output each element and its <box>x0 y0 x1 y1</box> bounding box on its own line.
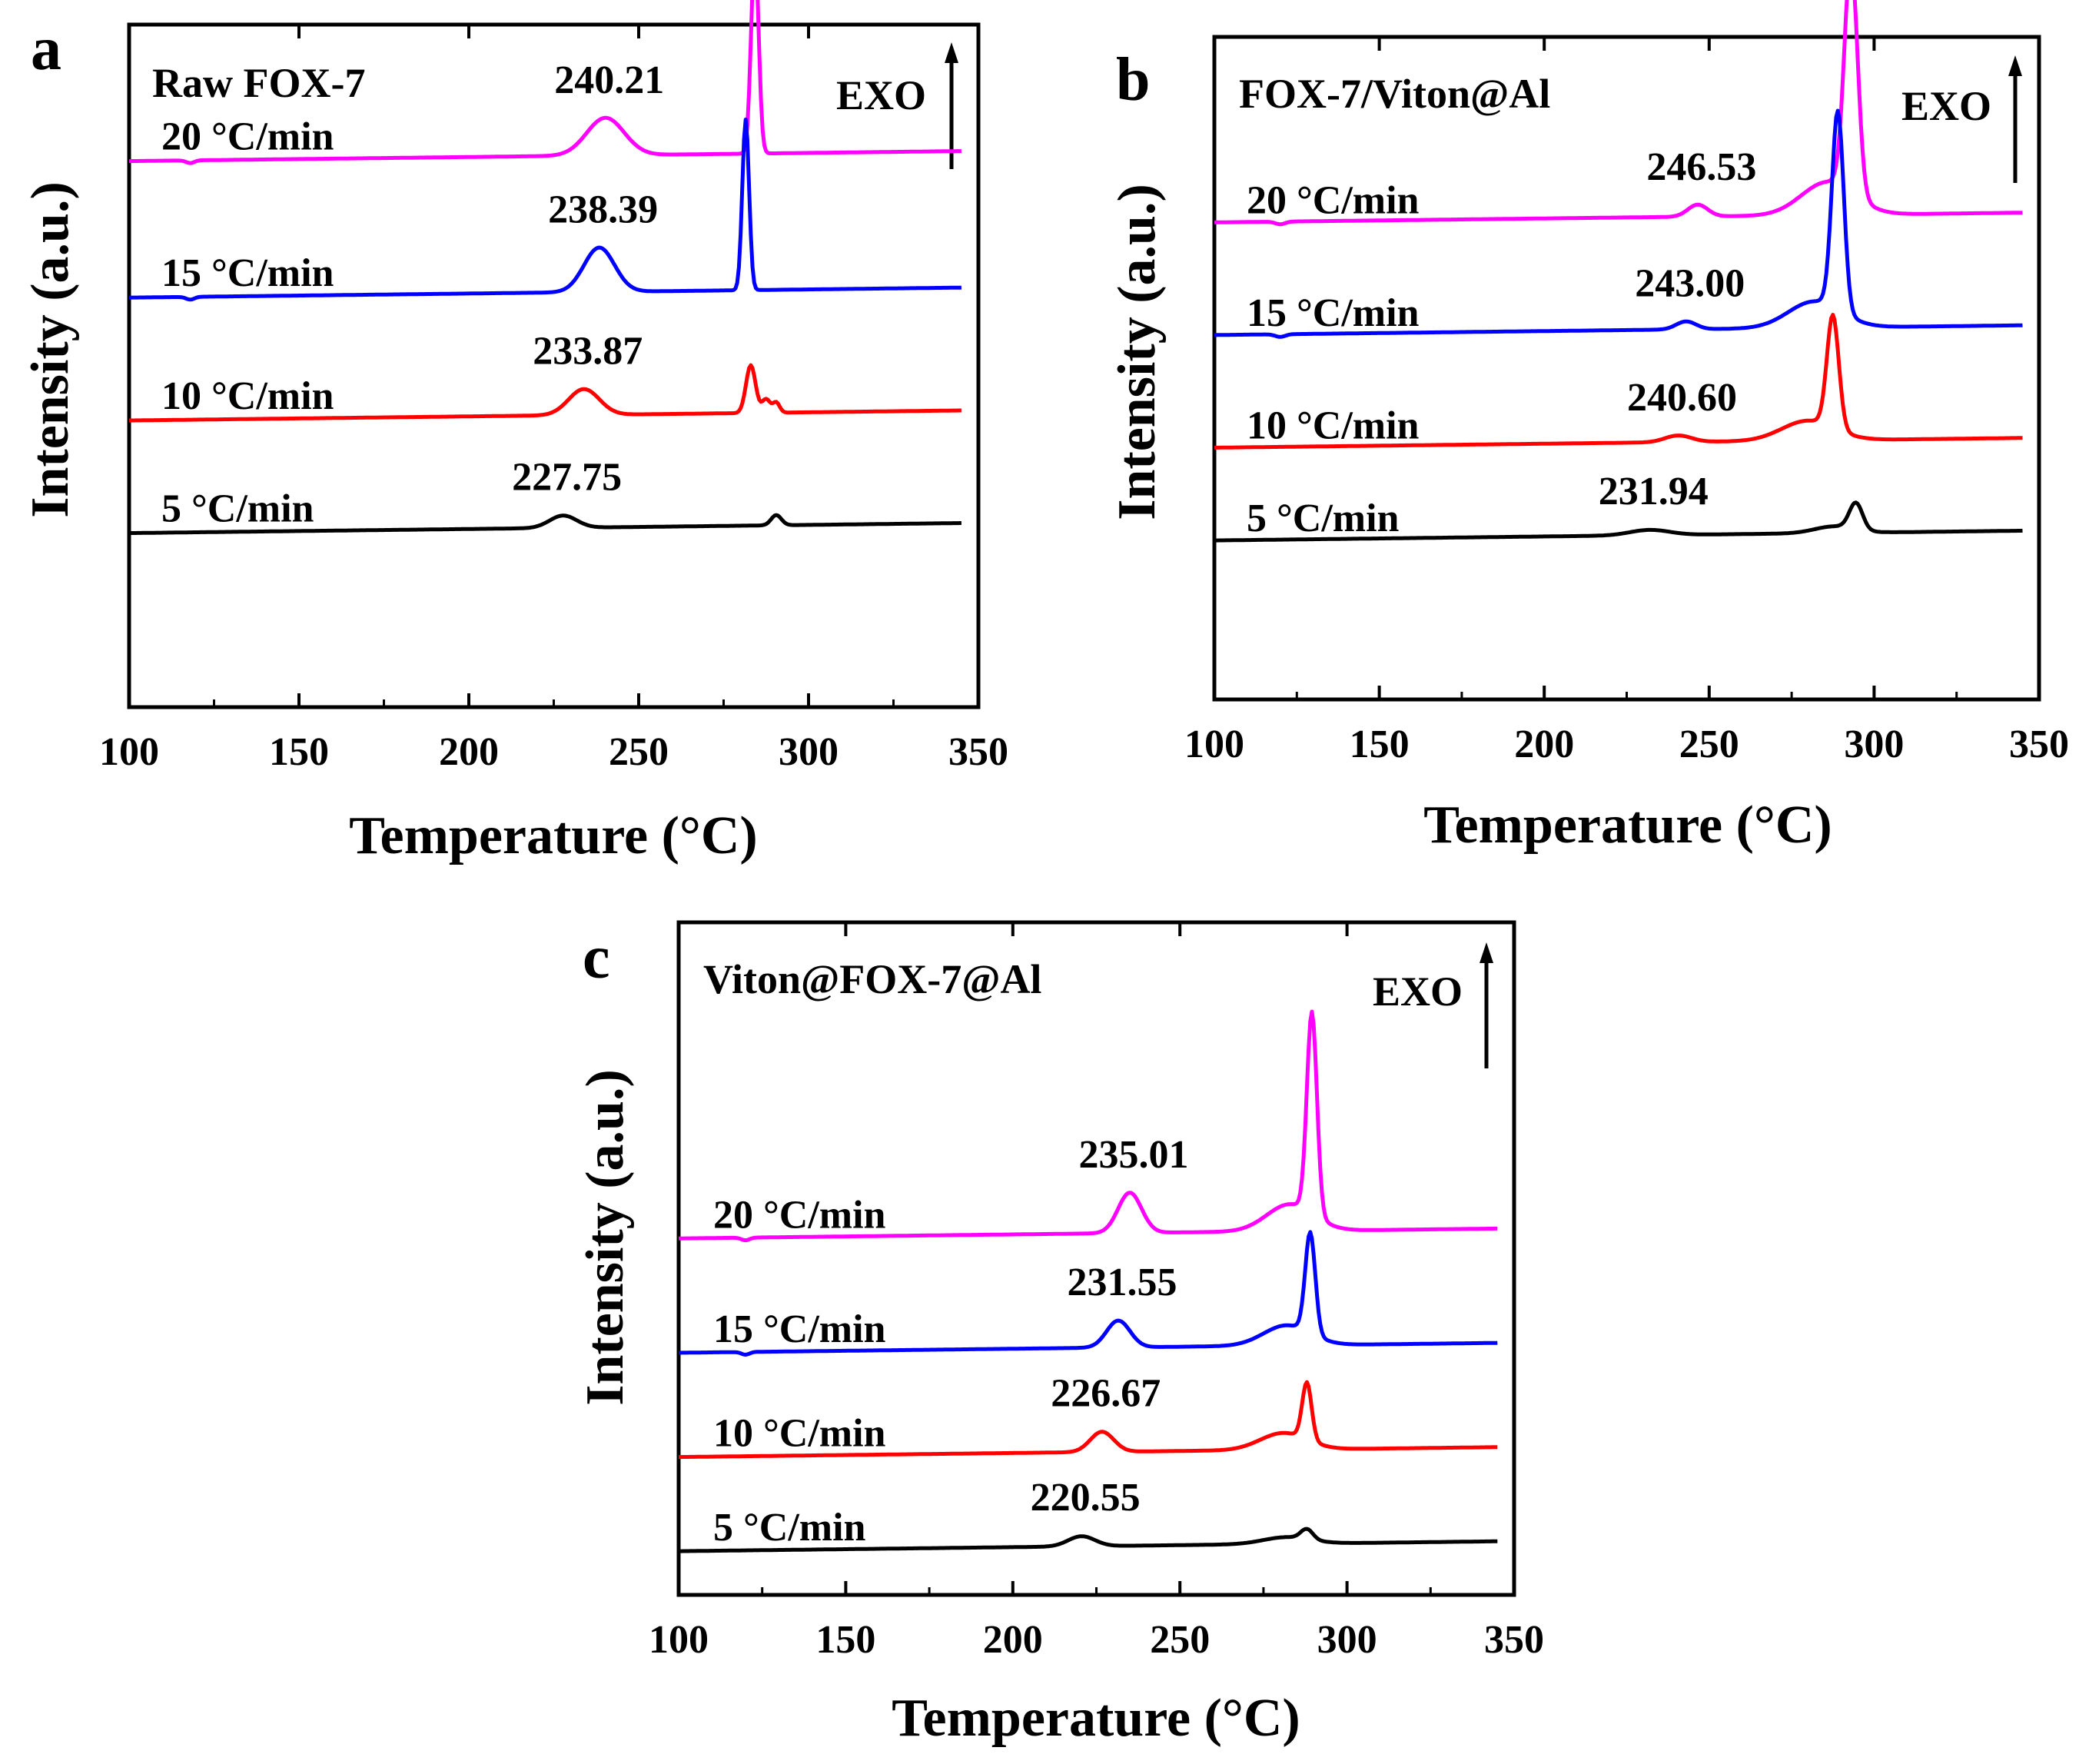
sample-title-c: Viton@FOX-7@Al <box>703 956 1041 1002</box>
y-axis-label-c: Intensity (a.u.) <box>576 1069 635 1406</box>
series-line-20-c-per-min <box>1214 0 2023 227</box>
exo-arrow-up-icon-c <box>1480 942 1493 963</box>
peak-temperature-label: 227.75 <box>512 456 622 500</box>
series-line-15-c-per-min <box>1214 108 2023 339</box>
rate-label: 15 °C/min <box>161 251 334 295</box>
rate-label: 5 °C/min <box>713 1506 866 1550</box>
series-line-5-c-per-min <box>1214 500 2023 543</box>
x-tick-label: 200 <box>439 730 499 774</box>
x-tick-label: 150 <box>269 730 329 774</box>
peak-temperature-label: 240.21 <box>554 58 664 102</box>
rate-label: 15 °C/min <box>1247 291 1420 335</box>
series-line-20-c-per-min <box>678 1009 1498 1243</box>
peak-temperature-label: 243.00 <box>1635 262 1745 306</box>
x-tick-label: 200 <box>983 1618 1043 1662</box>
curves-a: 20 °C/min 240.21 15 °C/min 238.39 10 °C/min 2… <box>128 0 962 536</box>
curves-c: 20 °C/min 235.01 15 °C/min 231.55 10 °C/min 2… <box>678 1009 1498 1553</box>
rate-label: 10 °C/min <box>1247 404 1420 447</box>
curves-b: 20 °C/min 246.53 15 °C/min 243.00 10 °C/min 2… <box>1214 0 2023 543</box>
x-tick-label: 150 <box>815 1618 875 1662</box>
series-line-5-c-per-min <box>678 1526 1498 1553</box>
panel-letter-c: c <box>583 924 610 992</box>
rate-label: 10 °C/min <box>161 374 334 418</box>
series-line-10-c-per-min <box>128 363 962 423</box>
x-axis-label-c: Temperature (°C) <box>892 1689 1300 1748</box>
exo-arrow-up-icon-b <box>2008 55 2022 76</box>
y-axis-label-a: Intensity (a.u.) <box>21 181 80 518</box>
peak-temperature-label: 226.67 <box>1051 1371 1161 1415</box>
x-tick-label: 300 <box>779 730 839 774</box>
x-tick-label: 250 <box>609 730 669 774</box>
peak-temperature-label: 240.60 <box>1627 376 1737 420</box>
x-ticks-b: 100 150 200 250 300 350 <box>1184 37 2069 766</box>
x-tick-label: 300 <box>1317 1618 1377 1662</box>
plot-frame-b <box>1212 35 2041 702</box>
panel-letter-a: a <box>31 15 61 83</box>
series-line-15-c-per-min <box>128 118 962 302</box>
rate-label: 15 °C/min <box>713 1307 886 1351</box>
x-tick-label: 350 <box>948 730 1008 774</box>
peak-temperature-label: 231.94 <box>1599 470 1709 513</box>
x-axis-label-a: Temperature (°C) <box>349 806 758 865</box>
peak-temperature-label: 220.55 <box>1031 1476 1141 1520</box>
peak-temperature-label: 235.01 <box>1079 1133 1189 1177</box>
peak-temperature-label: 238.39 <box>548 188 658 231</box>
x-ticks-c: 100 150 200 250 300 350 <box>649 922 1544 1662</box>
panel-a: a Raw FOX-7 EXO 100 150 200 250 300 350 20 °C… <box>21 0 1008 865</box>
x-tick-label: 150 <box>1350 723 1410 766</box>
exo-arrow-up-icon-a <box>945 42 958 63</box>
x-tick-label: 350 <box>2009 723 2069 766</box>
rate-label: 10 °C/min <box>713 1412 886 1456</box>
peak-temperature-label: 246.53 <box>1646 145 1756 189</box>
series-line-10-c-per-min <box>1214 313 2023 450</box>
series-line-5-c-per-min <box>128 513 962 536</box>
x-tick-label: 300 <box>1844 723 1904 766</box>
x-axis-label-b: Temperature (°C) <box>1423 796 1832 855</box>
panel-c: c Viton@FOX-7@Al EXO 100 150 200 250 300 350 … <box>576 920 1544 1748</box>
series-line-15-c-per-min <box>678 1230 1498 1357</box>
peak-temperature-label: 233.87 <box>533 329 643 373</box>
x-tick-label: 100 <box>1184 723 1244 766</box>
sample-title-b: FOX-7/Viton@Al <box>1239 71 1550 117</box>
x-tick-label: 200 <box>1514 723 1574 766</box>
exo-label-a: EXO <box>836 72 926 118</box>
series-line-10-c-per-min <box>678 1380 1498 1460</box>
exo-label-c: EXO <box>1373 968 1463 1015</box>
rate-label: 20 °C/min <box>161 115 334 159</box>
series-line-20-c-per-min <box>128 0 962 165</box>
x-tick-label: 350 <box>1484 1618 1544 1662</box>
x-tick-label: 250 <box>1150 1618 1210 1662</box>
panel-letter-b: b <box>1116 46 1151 114</box>
y-axis-label-b: Intensity (a.u.) <box>1108 184 1167 520</box>
exo-label-b: EXO <box>1901 83 1991 129</box>
rate-label: 20 °C/min <box>713 1193 886 1237</box>
x-tick-label: 250 <box>1679 723 1739 766</box>
rate-label: 5 °C/min <box>161 487 314 531</box>
panel-b: b FOX-7/Viton@Al EXO 100 150 200 250 300 350 … <box>1108 0 2069 855</box>
peak-temperature-label: 231.55 <box>1067 1261 1177 1304</box>
x-tick-label: 100 <box>649 1618 709 1662</box>
rate-label: 5 °C/min <box>1247 497 1400 540</box>
sample-title-a: Raw FOX-7 <box>152 60 365 106</box>
x-ticks-a: 100 150 200 250 300 350 <box>99 25 1008 774</box>
rate-label: 20 °C/min <box>1247 178 1420 222</box>
x-tick-label: 100 <box>99 730 159 774</box>
